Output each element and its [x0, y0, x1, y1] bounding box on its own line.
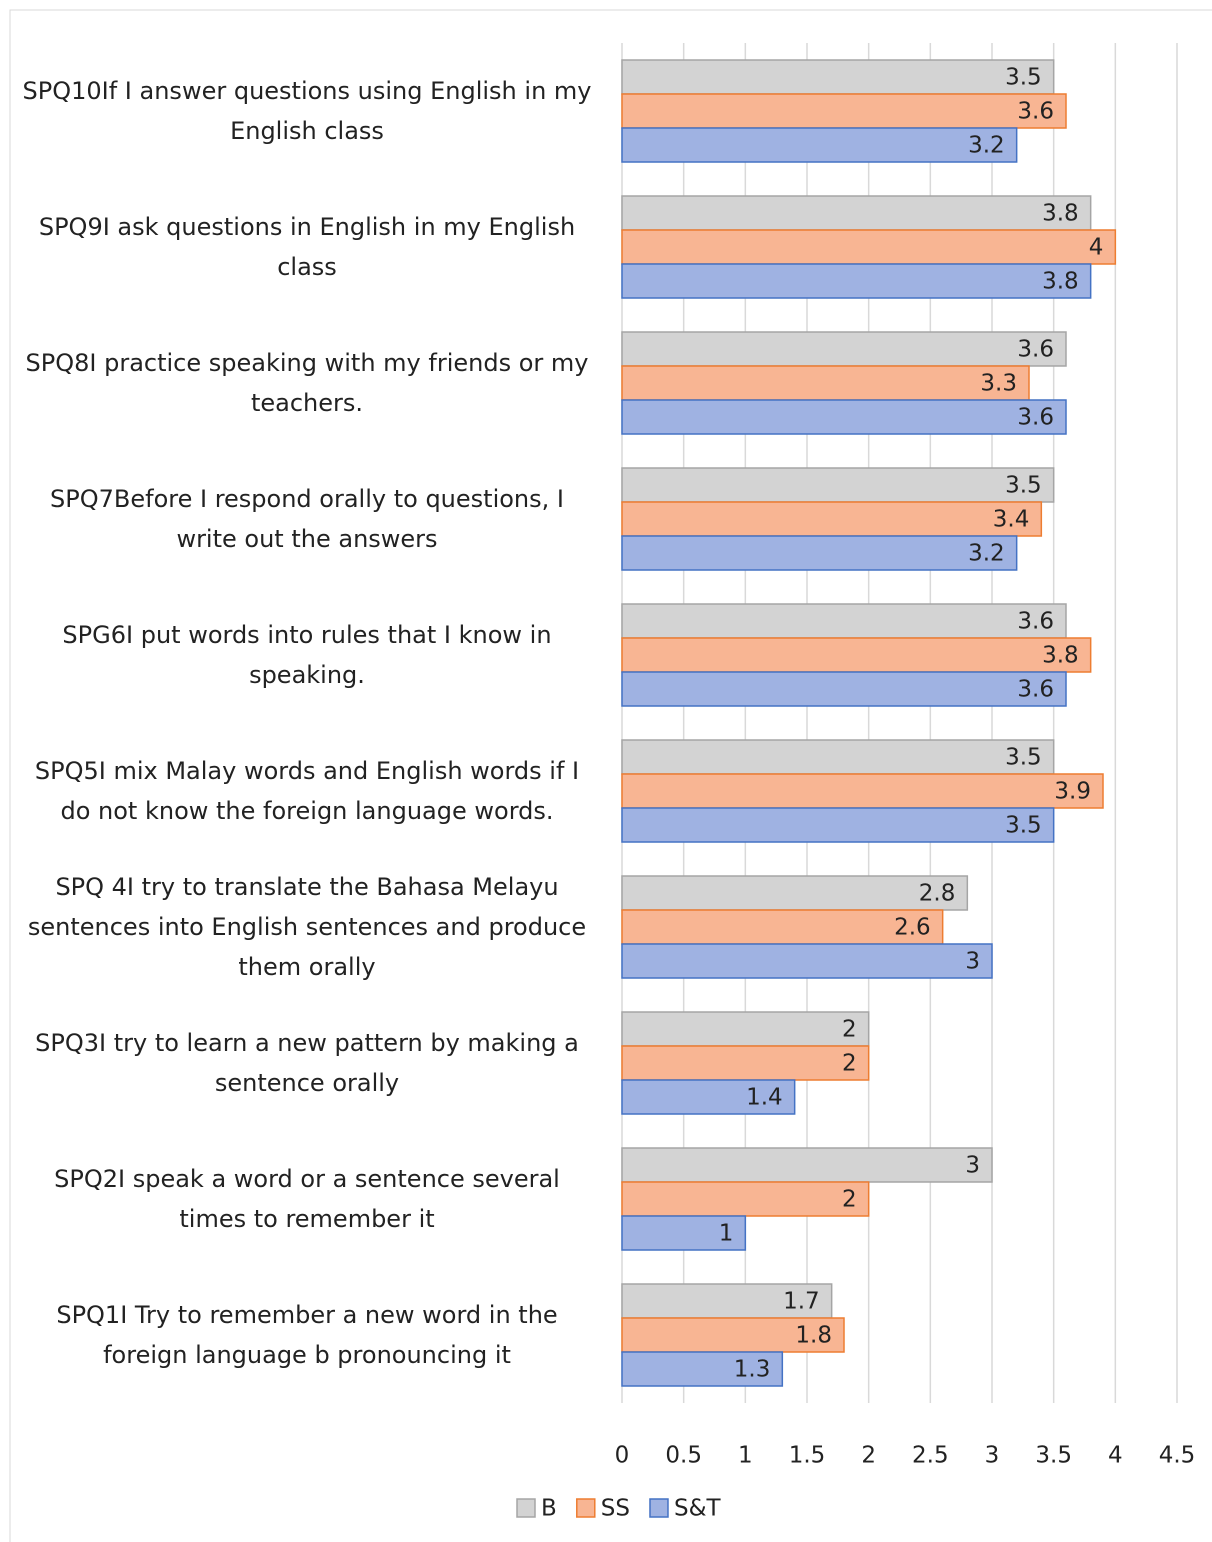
- bar: [621, 1045, 870, 1081]
- bar: [621, 195, 1092, 231]
- bar: [621, 1283, 833, 1319]
- bar: [621, 943, 993, 979]
- bar: [621, 59, 1055, 95]
- x-tick-label: 2: [861, 1443, 876, 1469]
- bar: [621, 1147, 993, 1183]
- category-label: SPG6I put words into rules that I know i…: [62, 621, 552, 689]
- x-tick-label: 1.5: [789, 1443, 826, 1469]
- category-label: SPQ5I mix Malay words and English words …: [34, 757, 580, 825]
- data-label: 3: [965, 1153, 980, 1179]
- category-label: SPQ8I practice speaking with my friends …: [25, 349, 589, 417]
- data-label: 3.6: [1017, 405, 1054, 431]
- bar: [621, 671, 1067, 707]
- bar: [621, 773, 1104, 809]
- category-label: SPQ 4I try to translate the Bahasa Melay…: [27, 873, 587, 981]
- bar: [621, 331, 1067, 367]
- bar: [621, 875, 969, 911]
- data-label: 1.8: [795, 1323, 832, 1349]
- data-label: 2.6: [894, 915, 931, 941]
- data-label: 3.6: [1017, 99, 1054, 125]
- x-tick-label: 1: [738, 1443, 753, 1469]
- category-label: SPQ1I Try to remember a new word in the …: [56, 1301, 558, 1369]
- data-label: 1.4: [746, 1085, 783, 1111]
- x-tick-label: 0: [615, 1443, 630, 1469]
- data-label: 3.6: [1017, 609, 1054, 635]
- x-tick-label: 4.5: [1159, 1443, 1196, 1469]
- data-label: 3.3: [980, 371, 1017, 397]
- data-label: 3.9: [1054, 779, 1091, 805]
- x-tick-label: 3.5: [1035, 1443, 1072, 1469]
- bar: [621, 263, 1092, 299]
- chart-border: [9, 9, 1212, 1542]
- data-label: 3.5: [1005, 65, 1042, 91]
- legend-label: SS: [601, 1496, 630, 1522]
- bar: [621, 535, 1018, 571]
- data-label: 2.8: [919, 881, 956, 907]
- bar: [621, 1181, 870, 1217]
- bar: [621, 1011, 870, 1047]
- data-label: 2: [842, 1187, 857, 1213]
- category-label: SPQ9I ask questions in English in my Eng…: [38, 213, 576, 281]
- data-label: 1.3: [734, 1357, 771, 1383]
- data-label: 1: [719, 1221, 734, 1247]
- data-label: 3.4: [993, 507, 1030, 533]
- bar: [621, 1079, 796, 1115]
- legend-label: B: [541, 1496, 557, 1522]
- data-label: 3.8: [1042, 643, 1079, 669]
- bar: [621, 127, 1018, 163]
- bar: [621, 399, 1067, 435]
- data-label: 3.2: [968, 133, 1005, 159]
- bar: [621, 739, 1055, 775]
- data-label: 3.6: [1017, 337, 1054, 363]
- category-label: SPQ3I try to learn a new pattern by maki…: [35, 1029, 579, 1097]
- category-label: SPQ7Before I respond orally to questions…: [50, 485, 564, 553]
- legend-swatch: [516, 1498, 536, 1518]
- bar: [621, 637, 1092, 673]
- data-label: 3.5: [1005, 473, 1042, 499]
- data-label: 1.7: [783, 1289, 820, 1315]
- legend-swatch: [649, 1498, 669, 1518]
- bar: [621, 603, 1067, 639]
- bar: [621, 229, 1117, 265]
- data-label: 3.5: [1005, 813, 1042, 839]
- data-label: 3.2: [968, 541, 1005, 567]
- data-label: 4: [1089, 235, 1104, 261]
- bar: [621, 93, 1067, 129]
- data-label: 3.6: [1017, 677, 1054, 703]
- bar: [621, 1215, 747, 1251]
- data-label: 3.8: [1042, 201, 1079, 227]
- category-label: SPQ10If I answer questions using English…: [22, 77, 592, 145]
- x-tick-label: 2.5: [912, 1443, 949, 1469]
- bar: [621, 1351, 784, 1387]
- x-tick-label: 3: [985, 1443, 1000, 1469]
- x-tick-label: 4: [1108, 1443, 1123, 1469]
- data-label: 2: [842, 1017, 857, 1043]
- data-label: 3.8: [1042, 269, 1079, 295]
- data-label: 3: [965, 949, 980, 975]
- legend-swatch: [576, 1498, 596, 1518]
- legend-label: S&T: [674, 1496, 722, 1522]
- bar: [621, 365, 1030, 401]
- bar: [621, 467, 1055, 503]
- data-label: 3.5: [1005, 745, 1042, 771]
- bar: [621, 501, 1043, 537]
- category-label: SPQ2I speak a word or a sentence several…: [54, 1165, 560, 1233]
- bar: [621, 909, 944, 945]
- x-tick-label: 0.5: [665, 1443, 702, 1469]
- data-label: 2: [842, 1051, 857, 1077]
- bar: [621, 807, 1055, 843]
